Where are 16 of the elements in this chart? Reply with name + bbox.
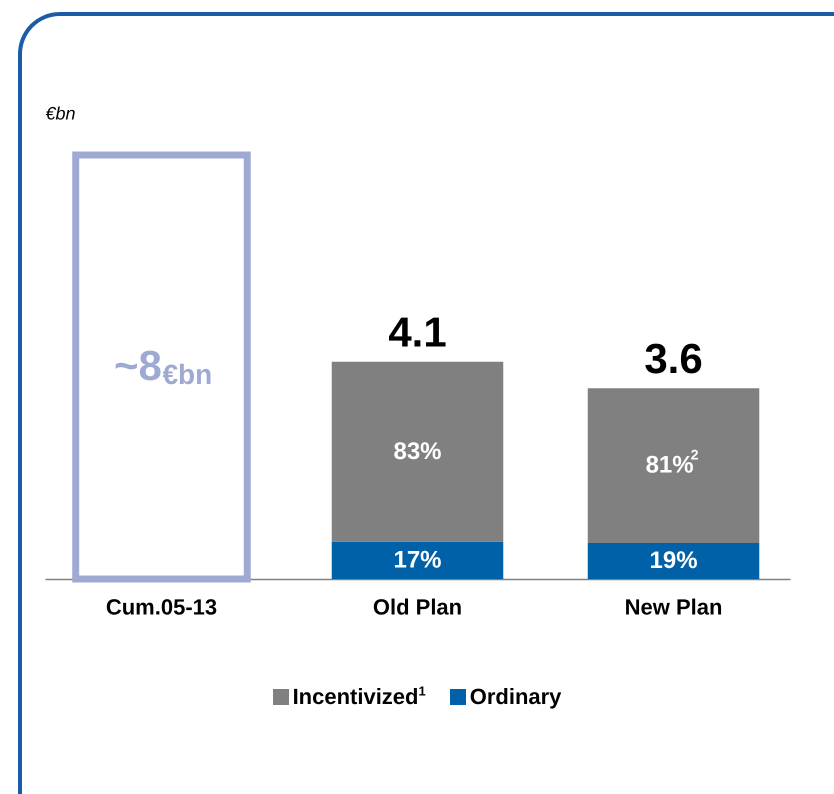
bar — [588, 542, 760, 579]
legend-label: Ordinary — [470, 684, 562, 710]
x-tick-label: New Plan — [624, 594, 722, 620]
x-tick-label: Cum.05-13 — [106, 594, 218, 620]
y-axis-title: €bn — [46, 104, 76, 124]
annotation: 83% — [393, 438, 442, 465]
bar — [332, 362, 504, 542]
legend-label: Incentivized$^{1}$ — [292, 684, 426, 710]
annotation: 19% — [649, 546, 698, 574]
total-label: 4.1 — [388, 308, 447, 356]
total-label: 3.6 — [644, 335, 703, 382]
data-label: ~8€bn — [114, 342, 212, 390]
bar — [332, 542, 504, 579]
annotation: 17% — [393, 546, 442, 574]
x-tick-label: Old Plan — [372, 594, 462, 620]
bar — [588, 388, 760, 543]
